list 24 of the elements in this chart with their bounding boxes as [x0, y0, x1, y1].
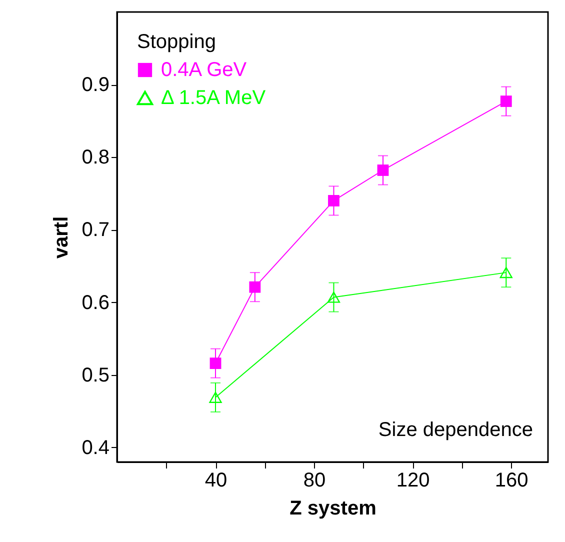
point [209, 392, 222, 403]
legend-label: Δ 1.5A MeV [161, 87, 266, 109]
point [210, 358, 222, 369]
y-tick-label: 0.7 [82, 219, 110, 242]
y-tick-label: 0.4 [82, 436, 110, 459]
y-tick-label: 0.9 [82, 74, 110, 96]
y-tick-label: 0.8 [82, 146, 110, 169]
y-axis-title: vartl [50, 216, 73, 259]
point [328, 195, 340, 206]
x-tick-label: 120 [396, 470, 430, 492]
point [500, 267, 512, 278]
point [500, 96, 512, 107]
annotation: Size dependence [378, 419, 533, 441]
legend-title: Stopping [137, 31, 216, 53]
legend-label: 0.4A GeV [161, 59, 248, 81]
y-tick-label: 0.5 [82, 364, 110, 386]
x-tick-label: 80 [303, 470, 326, 492]
point [249, 281, 261, 293]
y-tick-label: 0.6 [82, 292, 110, 314]
x-tick-label: 40 [204, 470, 228, 492]
point [327, 292, 340, 303]
x-tick-label: 160 [494, 470, 528, 492]
x-axis-title: Z system [290, 498, 376, 520]
point [377, 164, 389, 176]
